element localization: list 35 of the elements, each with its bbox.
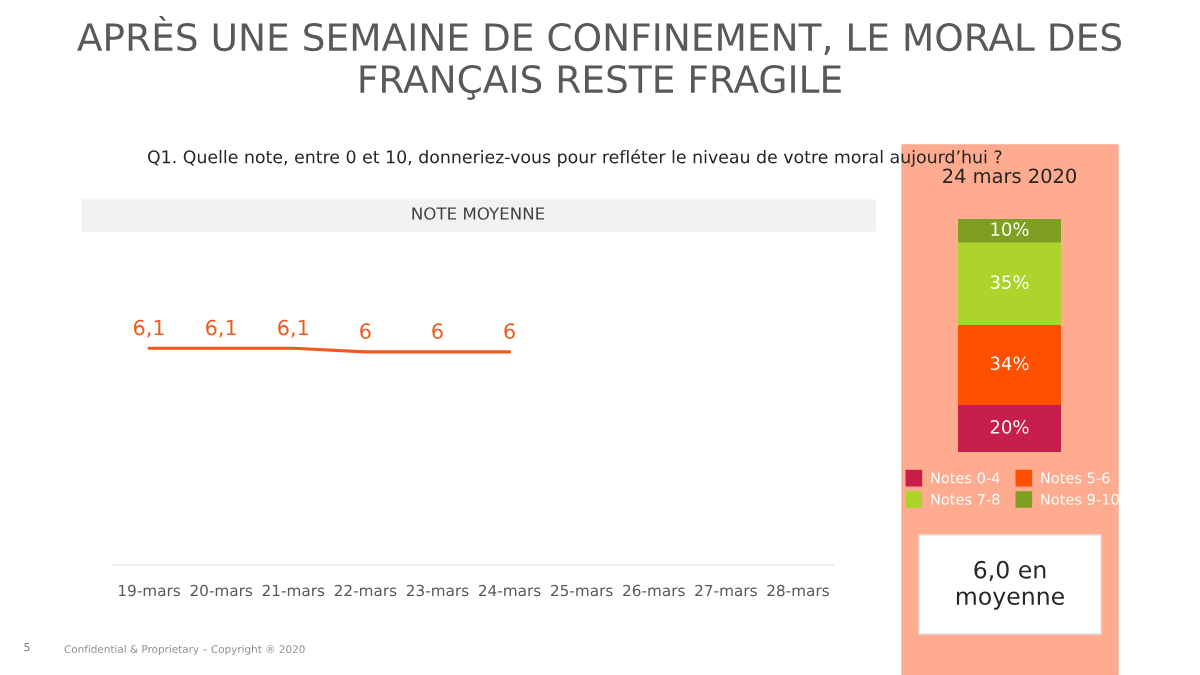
legend-label: Notes 5-6 [1041,472,1110,484]
chart-title: 24 mars 2020 [943,168,1076,184]
data-label: 35% [990,275,1029,289]
text: 6,0 en moyenne [956,560,1064,610]
data-label: 6,1 [206,319,236,338]
data-label: 10% [991,222,1029,237]
x-tick-label: 27-mars [695,584,757,597]
data-label: 20% [990,420,1029,434]
text: 5 [24,642,30,652]
chart-title: APRÈS UNE SEMAINE DE CONFINEMENT, LE MORAL DES FRANÇAIS RESTE FRAGILE [77,16,1122,100]
x-tick-label: 20-mars [190,584,253,597]
x-tick-label: 26-mars [623,584,685,597]
data-label: 6 [504,323,515,339]
data-label: 6,1 [133,319,164,338]
data-label: 6 [360,323,371,339]
x-tick-label: 21-mars [262,584,325,597]
bar [958,219,1061,243]
x-tick-label: 25-mars [551,584,613,597]
x-tick-label: 28-mars [767,584,829,597]
data-label: 6,1 [278,319,308,338]
x-tick-label: 22-mars [334,584,397,597]
bar [958,404,1061,452]
chart-subtitle: Q1. Quelle note, entre 0 et 10, donneriez-vous pour refléter le niveau de votre moral aujourd’hui ? [147,149,1002,167]
x-tick-label: 19-mars [119,584,181,597]
bar [958,324,1061,405]
x-tick-label: 23-mars [406,584,469,597]
text: NOTE MOYENNE [412,207,545,220]
x-tick-label: 24-mars [478,584,541,597]
legend-label: Notes 9-10 [1041,493,1119,505]
data-label: 6 [432,323,443,339]
legend-label: Notes 0-4 [931,472,1000,484]
data-label: 34% [990,356,1029,371]
text: Confidential & Proprietary – Copyright ® 2020 [64,644,305,656]
legend-label: Notes 7-8 [931,493,1000,505]
bar [958,242,1061,325]
